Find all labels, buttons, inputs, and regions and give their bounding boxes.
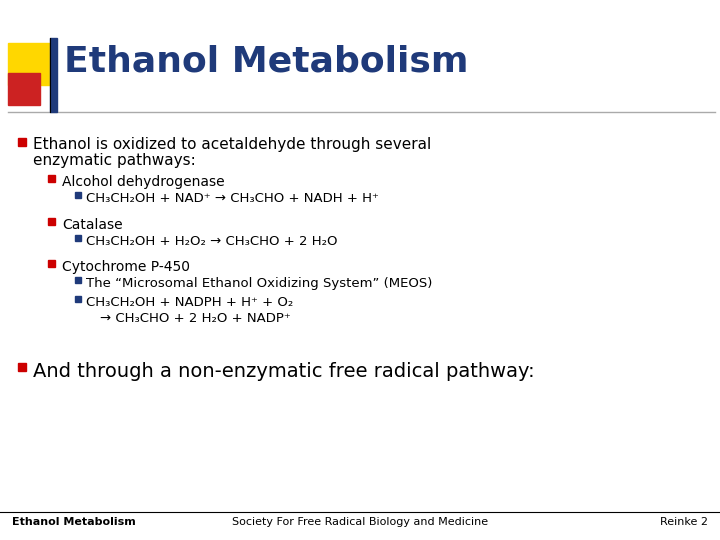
Text: CH₃CH₂OH + NADPH + H⁺ + O₂: CH₃CH₂OH + NADPH + H⁺ + O₂ <box>86 296 293 309</box>
Text: Ethanol Metabolism: Ethanol Metabolism <box>64 45 469 79</box>
Bar <box>48 260 55 267</box>
Bar <box>18 363 26 371</box>
Bar <box>48 175 55 182</box>
Text: Ethanol Metabolism: Ethanol Metabolism <box>12 517 136 527</box>
Bar <box>50 38 57 112</box>
Text: Reinke 2: Reinke 2 <box>660 517 708 527</box>
Bar <box>18 138 26 146</box>
Text: And through a non-enzymatic free radical pathway:: And through a non-enzymatic free radical… <box>33 362 535 381</box>
Text: Society For Free Radical Biology and Medicine: Society For Free Radical Biology and Med… <box>232 517 488 527</box>
Bar <box>75 235 81 241</box>
Text: The “Microsomal Ethanol Oxidizing System” (MEOS): The “Microsomal Ethanol Oxidizing System… <box>86 277 433 290</box>
Text: CH₃CH₂OH + H₂O₂ → CH₃CHO + 2 H₂O: CH₃CH₂OH + H₂O₂ → CH₃CHO + 2 H₂O <box>86 235 338 248</box>
Text: → CH₃CHO + 2 H₂O + NADP⁺: → CH₃CHO + 2 H₂O + NADP⁺ <box>100 312 291 325</box>
Text: Catalase: Catalase <box>62 218 122 232</box>
Text: CH₃CH₂OH + NAD⁺ → CH₃CHO + NADH + H⁺: CH₃CH₂OH + NAD⁺ → CH₃CHO + NADH + H⁺ <box>86 192 379 205</box>
Bar <box>8 73 40 105</box>
Text: Alcohol dehydrogenase: Alcohol dehydrogenase <box>62 175 225 189</box>
Bar <box>8 43 50 85</box>
Bar <box>75 277 81 283</box>
Text: enzymatic pathways:: enzymatic pathways: <box>33 153 196 168</box>
Bar <box>75 296 81 302</box>
Bar <box>48 218 55 225</box>
Text: Cytochrome P-450: Cytochrome P-450 <box>62 260 190 274</box>
Text: Ethanol is oxidized to acetaldehyde through several: Ethanol is oxidized to acetaldehyde thro… <box>33 137 431 152</box>
Bar <box>75 192 81 198</box>
